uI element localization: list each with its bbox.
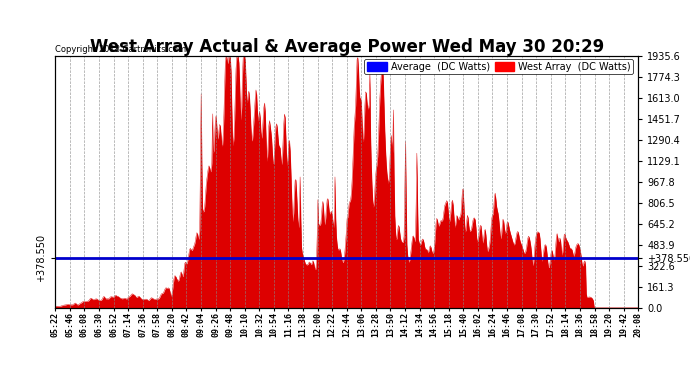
Text: Copyright 2018 Cartronics.com: Copyright 2018 Cartronics.com <box>55 45 186 54</box>
Title: West Array Actual & Average Power Wed May 30 20:29: West Array Actual & Average Power Wed Ma… <box>90 38 604 56</box>
Legend: Average  (DC Watts), West Array  (DC Watts): Average (DC Watts), West Array (DC Watts… <box>364 58 633 74</box>
